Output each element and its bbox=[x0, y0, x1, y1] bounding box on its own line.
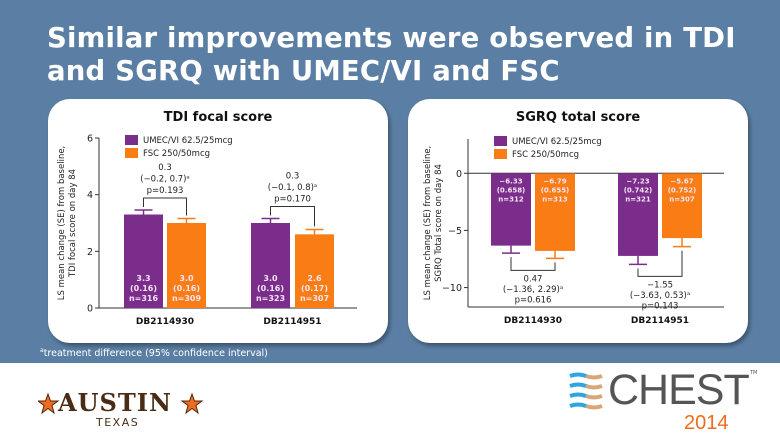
y-tick-label: 0 bbox=[456, 169, 462, 180]
sgrq-chart-panel: SGRQ total score LS mean change (SE) from… bbox=[408, 99, 748, 343]
y-axis-label: LS mean change (SE) from baseline,SGRQ T… bbox=[423, 146, 444, 301]
comparison-bracket bbox=[510, 257, 556, 271]
bar-value-label: n=313 bbox=[542, 195, 568, 203]
slide-title: Similar improvements were observed in TD… bbox=[47, 22, 736, 87]
difference-label: 0.47 bbox=[524, 274, 543, 284]
sgrq-chart: SGRQ total score LS mean change (SE) from… bbox=[423, 110, 724, 326]
y-tick-label: 4 bbox=[87, 190, 93, 201]
bar-fsc bbox=[167, 223, 206, 308]
texas-text: TEXAS bbox=[96, 416, 140, 429]
y-axis-label-line: TDI focal score on day 84 bbox=[68, 169, 78, 278]
category-label: DB2114930 bbox=[136, 317, 194, 327]
difference-label: (−0.2, 0.7)ᵃ bbox=[140, 174, 190, 184]
category-label: DB2114951 bbox=[263, 317, 321, 327]
legend-swatch bbox=[125, 135, 138, 145]
bar-value-label: (0.16) bbox=[130, 284, 157, 293]
category-label: DB2114930 bbox=[504, 316, 562, 326]
legend-swatch bbox=[125, 148, 138, 158]
y-axis-label-line: LS mean change (SE) from baseline, bbox=[423, 146, 433, 301]
bar-value-label: n=321 bbox=[625, 195, 651, 203]
difference-label: p=0.143 bbox=[642, 301, 679, 311]
chart-title: TDI focal score bbox=[164, 110, 273, 125]
y-tick-label: 6 bbox=[87, 134, 93, 145]
bar-value-label: −6.33 bbox=[499, 177, 522, 185]
chest-emblem-icon bbox=[569, 372, 603, 410]
y-tick-label: 2 bbox=[87, 247, 93, 258]
y-axis-label: LS mean change (SE) from baseline,TDI fo… bbox=[57, 146, 78, 301]
bar-value-label: (0.16) bbox=[173, 284, 200, 293]
bar-value-label: n=316 bbox=[129, 294, 159, 303]
bar-value-label: (0.752) bbox=[668, 186, 697, 194]
footnote-text: treatment difference (95% confidence int… bbox=[43, 348, 268, 360]
difference-label: 0.3 bbox=[158, 163, 172, 173]
bar-fsc bbox=[535, 173, 575, 251]
legend-label: UMEC/VI 62.5/25mcg bbox=[512, 137, 602, 147]
comparison-bracket bbox=[143, 197, 187, 216]
legend-label: FSC 250/50mcg bbox=[512, 150, 579, 160]
y-axis-label-line: SGRQ Total score on day 84 bbox=[434, 164, 444, 282]
y-tick-label: −5 bbox=[448, 226, 462, 237]
bar-fsc bbox=[662, 173, 702, 239]
difference-label: −1.55 bbox=[647, 280, 673, 290]
difference-label: (−1.36, 2.29)ᵃ bbox=[503, 285, 563, 295]
y-axis-label-line: LS mean change (SE) from baseline, bbox=[57, 146, 67, 301]
tdi-chart-panel: TDI focal score LS mean change (SE) from … bbox=[48, 99, 388, 343]
difference-label: 0.3 bbox=[286, 171, 300, 181]
bar-value-label: (0.655) bbox=[541, 186, 570, 194]
bar-value-label: n=309 bbox=[172, 294, 202, 303]
category-label: DB2114951 bbox=[631, 316, 689, 326]
chart-title: SGRQ total score bbox=[516, 110, 641, 125]
bar-value-label: −5.67 bbox=[670, 177, 693, 185]
y-tick-label: −10 bbox=[442, 283, 462, 294]
chest-text: CHEST bbox=[608, 366, 750, 414]
bar-value-label: (0.658) bbox=[497, 186, 526, 194]
comparison-bracket bbox=[270, 205, 315, 227]
footnote: atreatment difference (95% confidence in… bbox=[40, 347, 268, 359]
legend-label: UMEC/VI 62.5/25mcg bbox=[143, 136, 233, 146]
y-tick-label: 0 bbox=[87, 304, 93, 315]
difference-label: (−0.1, 0.8)ᵃ bbox=[268, 183, 318, 193]
comparison-bracket bbox=[637, 250, 683, 277]
difference-label: p=0.170 bbox=[274, 194, 311, 204]
bar-value-label: 3.0 bbox=[263, 274, 278, 283]
tdi-chart: TDI focal score LS mean change (SE) from … bbox=[57, 110, 357, 327]
bar-umec bbox=[491, 173, 531, 246]
bar-fsc bbox=[295, 234, 334, 308]
legend-swatch bbox=[494, 149, 507, 159]
star-icon bbox=[38, 392, 204, 415]
bar-umec bbox=[618, 173, 658, 256]
footnote-marker: a bbox=[40, 347, 44, 354]
bar-value-label: n=312 bbox=[498, 195, 524, 203]
bar-umec bbox=[124, 214, 163, 308]
bar-value-label: −6.79 bbox=[543, 177, 566, 185]
bar-value-label: (0.742) bbox=[624, 186, 653, 194]
bar-value-label: (0.17) bbox=[301, 284, 328, 293]
legend-label: FSC 250/50mcg bbox=[143, 149, 210, 159]
trademark: TM bbox=[750, 370, 758, 376]
legend-swatch bbox=[494, 136, 507, 146]
difference-label: (−3.63, 0.53)ᵃ bbox=[630, 291, 690, 301]
bar-value-label: (0.16) bbox=[257, 284, 284, 293]
bar-value-label: 3.3 bbox=[136, 274, 150, 283]
bar-value-label: n=307 bbox=[300, 294, 329, 303]
bar-umec bbox=[251, 223, 290, 308]
bar-value-label: −7.23 bbox=[626, 177, 649, 185]
difference-label: p=0.193 bbox=[147, 186, 184, 196]
year-text: 2014 bbox=[684, 412, 729, 434]
bar-value-label: 3.0 bbox=[179, 274, 194, 283]
bar-value-label: n=307 bbox=[669, 195, 695, 203]
bar-value-label: 2.6 bbox=[307, 274, 322, 283]
bar-value-label: n=323 bbox=[256, 294, 285, 303]
difference-label: p=0.616 bbox=[515, 295, 552, 305]
austin-text: AUSTIN bbox=[58, 388, 172, 417]
